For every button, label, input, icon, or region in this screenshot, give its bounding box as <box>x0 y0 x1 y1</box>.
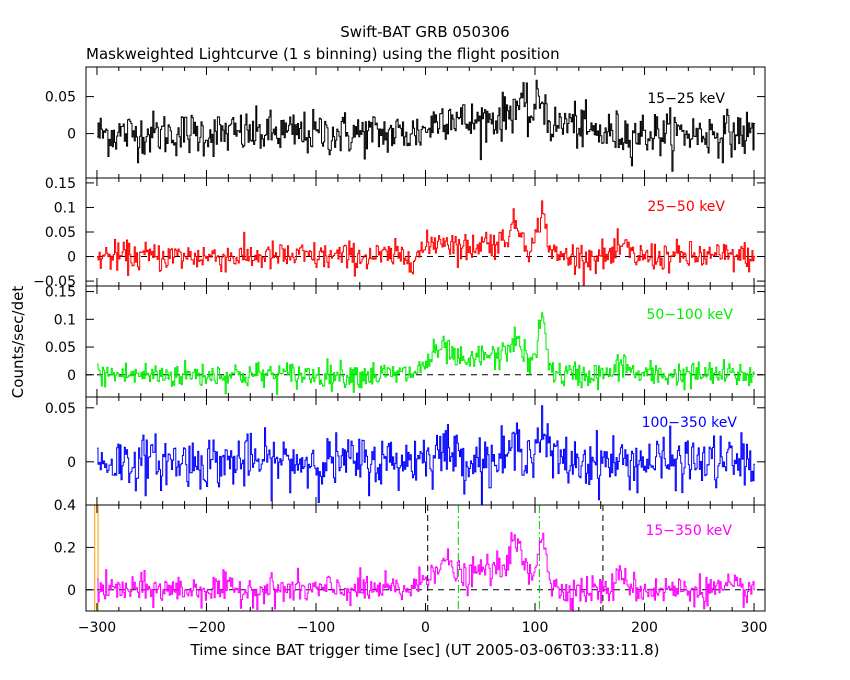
x-axis-title: Time since BAT trigger time [sec] (UT 20… <box>190 641 660 659</box>
panels-group: 0 0.05 15−25 keV −0.05 0 0.05 0.1 0.15 25−50 keV… <box>33 66 768 636</box>
y-tick-label: −0.05 <box>33 274 76 290</box>
x-tick-label: 100 <box>522 620 549 636</box>
y-tick-label: 0 <box>67 127 76 143</box>
panel-100-350-kev: 0 0.05 100−350 keV <box>45 396 766 506</box>
panel-15-25-kev: 0 0.05 15−25 keV <box>45 66 766 179</box>
band-label: 15−25 keV <box>647 91 725 107</box>
y-tick-label: 0 <box>67 250 76 266</box>
y-axis-title: Counts/sec/det <box>9 286 27 399</box>
series-line <box>97 79 756 172</box>
y-tick-label: 0.1 <box>54 200 76 216</box>
x-tick-label: −300 <box>78 620 116 636</box>
band-label: 15−350 keV <box>645 523 732 539</box>
panel-50-100-kev: 0 0.05 0.1 0.15 50−100 keV <box>45 285 766 398</box>
panel-25-50-kev: −0.05 0 0.05 0.1 0.15 25−50 keV <box>33 176 766 290</box>
x-tick-label: −200 <box>187 620 225 636</box>
y-tick-label: 0 <box>67 455 76 471</box>
series-line <box>97 405 756 505</box>
chart-subtitle: Maskweighted Lightcurve (1 s binning) us… <box>86 45 560 63</box>
x-tick-label: 0 <box>421 620 430 636</box>
panel-frame <box>85 285 766 398</box>
band-label: 25−50 keV <box>647 199 725 215</box>
y-tick-label: 0 <box>67 368 76 384</box>
x-tick-label: −100 <box>297 620 335 636</box>
panel-15-350-kev: 0 0.2 0.4 15−350 keV <box>54 498 766 612</box>
y-tick-label: 0.1 <box>54 312 76 328</box>
x-tick-label: 200 <box>631 620 658 636</box>
series-line <box>97 312 756 395</box>
y-tick-label: 0.05 <box>45 340 76 356</box>
series-line <box>97 532 756 611</box>
series-line <box>97 200 756 286</box>
y-tick-label: 0.4 <box>54 498 76 514</box>
y-tick-label: 0.2 <box>54 540 76 556</box>
panel-frame <box>85 177 766 287</box>
x-tick-label: 300 <box>741 620 768 636</box>
band-label: 50−100 keV <box>646 307 733 323</box>
y-tick-label: 0.15 <box>45 176 76 192</box>
y-tick-label: 0.15 <box>45 285 76 301</box>
y-tick-label: 0.05 <box>45 225 76 241</box>
y-tick-label: 0.05 <box>45 401 76 417</box>
chart-title: Swift-BAT GRB 050306 <box>340 23 509 41</box>
band-label: 100−350 keV <box>642 415 738 431</box>
y-tick-label: 0 <box>67 583 76 599</box>
y-tick-label: 0.05 <box>45 90 76 106</box>
